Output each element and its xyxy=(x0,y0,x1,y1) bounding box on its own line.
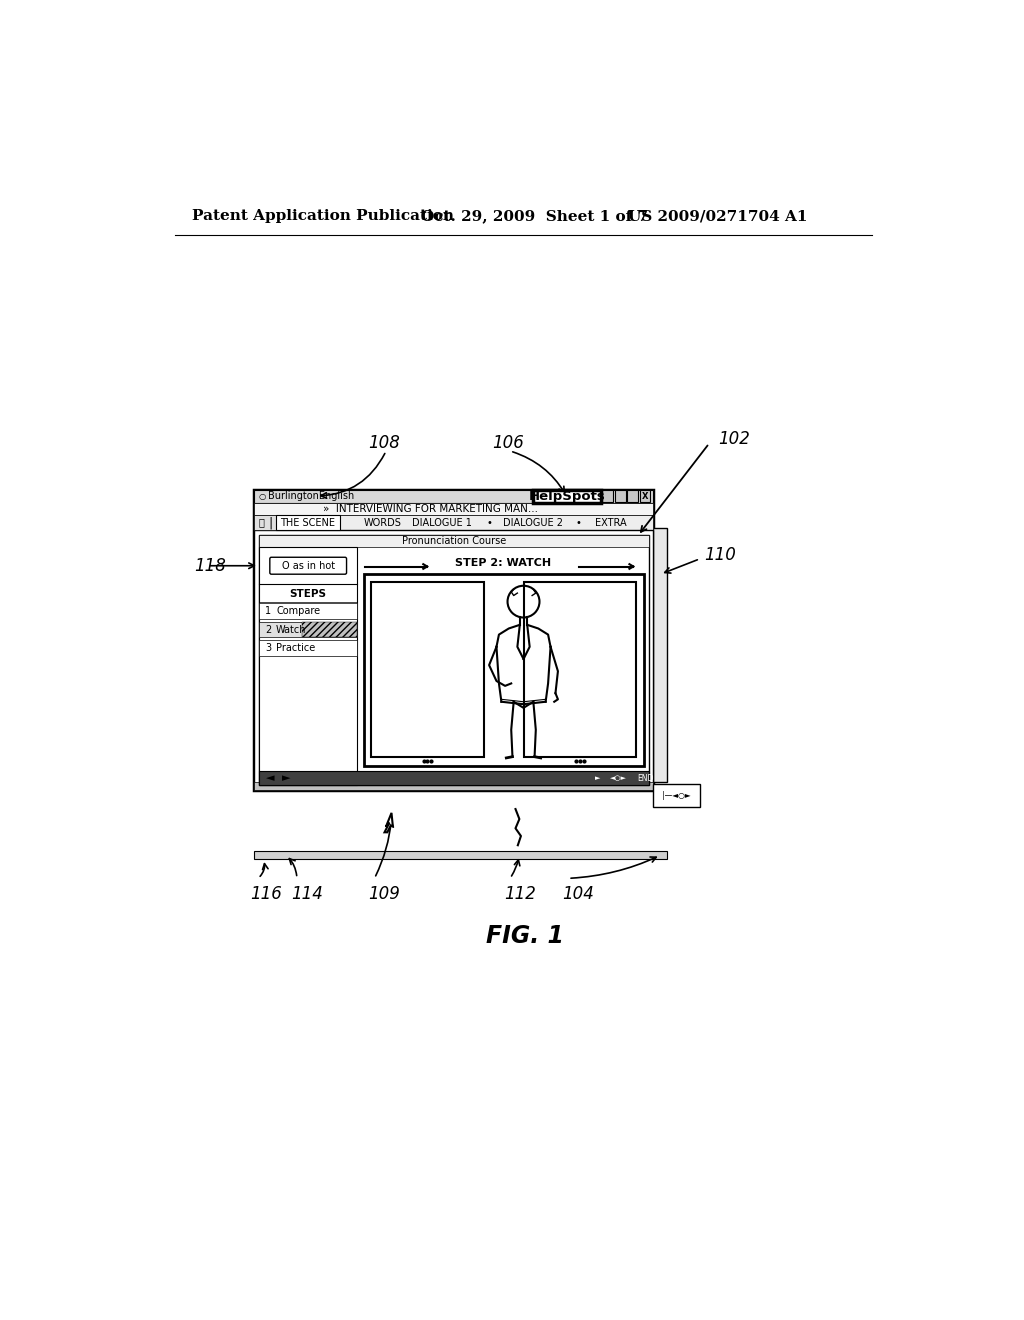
Text: EXTRA: EXTRA xyxy=(595,517,627,528)
Text: ►: ► xyxy=(595,775,600,781)
Bar xyxy=(524,582,636,756)
Bar xyxy=(259,622,357,638)
Bar xyxy=(254,503,653,515)
Bar xyxy=(259,603,357,619)
Bar xyxy=(254,515,276,531)
Text: 106: 106 xyxy=(493,434,524,453)
Bar xyxy=(627,490,638,502)
Bar xyxy=(254,781,653,789)
Text: O as in hot: O as in hot xyxy=(282,561,335,570)
Text: STEPS: STEPS xyxy=(290,589,327,599)
Bar xyxy=(254,531,653,789)
Bar xyxy=(259,535,649,785)
Text: •: • xyxy=(575,517,582,528)
Bar xyxy=(640,490,650,502)
Text: BurlingtonEnglish: BurlingtonEnglish xyxy=(268,491,354,502)
Text: DIALOGUE 1: DIALOGUE 1 xyxy=(412,517,472,528)
Text: HelpSpots: HelpSpots xyxy=(528,490,605,503)
Bar xyxy=(653,528,668,781)
Text: 114: 114 xyxy=(291,884,323,903)
Text: 3: 3 xyxy=(265,643,271,653)
Text: Practice: Practice xyxy=(276,643,315,653)
Bar xyxy=(614,490,626,502)
Text: US 2009/0271704 A1: US 2009/0271704 A1 xyxy=(628,209,807,223)
Bar xyxy=(254,490,653,503)
Text: Patent Application Publication: Patent Application Publication xyxy=(191,209,454,223)
Bar xyxy=(259,535,649,548)
Bar xyxy=(259,771,649,785)
Text: 108: 108 xyxy=(369,434,400,453)
Text: FIG. 1: FIG. 1 xyxy=(485,924,564,948)
Bar xyxy=(276,515,340,531)
Text: THE SCENE: THE SCENE xyxy=(281,517,335,528)
Text: 102: 102 xyxy=(719,430,751,449)
FancyBboxPatch shape xyxy=(270,557,346,574)
Text: 118: 118 xyxy=(194,557,225,574)
Bar xyxy=(254,515,653,531)
Polygon shape xyxy=(385,813,393,833)
Bar xyxy=(259,640,357,656)
Bar xyxy=(532,490,601,503)
Text: ○: ○ xyxy=(259,491,266,500)
Bar xyxy=(302,622,357,638)
Bar xyxy=(602,490,613,502)
Bar xyxy=(372,582,483,756)
Bar xyxy=(259,548,357,785)
Text: 2: 2 xyxy=(265,624,271,635)
Bar xyxy=(364,574,644,766)
Text: ⧖: ⧖ xyxy=(258,517,264,528)
Text: WORDS: WORDS xyxy=(364,517,401,528)
Text: X: X xyxy=(642,491,648,500)
Text: DIALOGUE 2: DIALOGUE 2 xyxy=(504,517,563,528)
Text: Compare: Compare xyxy=(276,606,321,616)
Text: END: END xyxy=(637,774,653,783)
Text: •: • xyxy=(486,517,493,528)
Text: 1: 1 xyxy=(265,606,271,616)
Bar xyxy=(254,851,668,859)
Text: ◄: ◄ xyxy=(266,774,274,783)
Text: Pronunciation Course: Pronunciation Course xyxy=(401,536,506,546)
Text: Oct. 29, 2009  Sheet 1 of 7: Oct. 29, 2009 Sheet 1 of 7 xyxy=(421,209,648,223)
Text: 116: 116 xyxy=(251,884,283,903)
Bar xyxy=(254,490,653,789)
Text: ►: ► xyxy=(282,774,291,783)
Text: ◄○►: ◄○► xyxy=(610,775,627,781)
Text: 104: 104 xyxy=(562,884,594,903)
Text: STEP 2: WATCH: STEP 2: WATCH xyxy=(455,557,551,568)
Text: 112: 112 xyxy=(504,884,536,903)
Text: |—◄○►: |—◄○► xyxy=(663,791,691,800)
Text: Watch: Watch xyxy=(276,624,306,635)
Bar xyxy=(653,784,700,807)
Text: |: | xyxy=(268,516,272,529)
Text: 109: 109 xyxy=(369,884,400,903)
Text: 110: 110 xyxy=(703,546,735,564)
Text: »  INTERVIEWING FOR MARKETING MAN...: » INTERVIEWING FOR MARKETING MAN... xyxy=(324,504,539,513)
